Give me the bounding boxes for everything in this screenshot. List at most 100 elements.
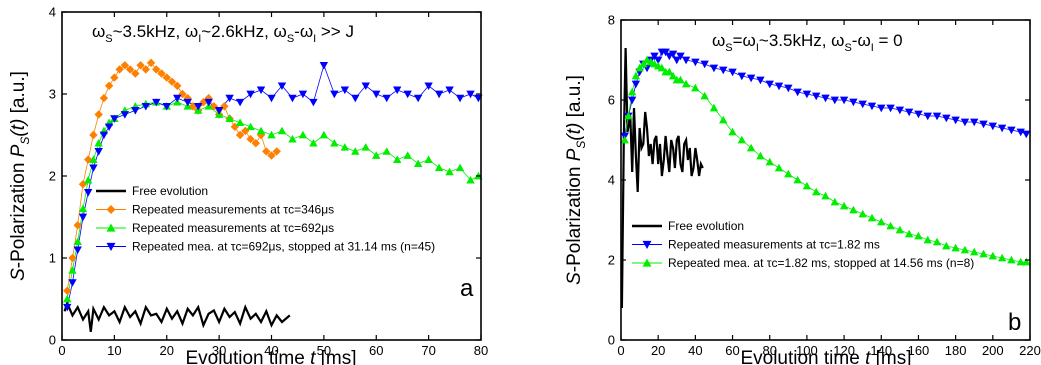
- panel-a-series-2-point: [267, 131, 275, 139]
- panel-a-series-2-point: [435, 164, 443, 172]
- panel-a-series-3-point: [351, 95, 359, 103]
- panel-a-y-tick-label: 1: [49, 251, 56, 266]
- panel-a-axis-ticks: 0 10 20 30 40 50 60 70 8001234: [49, 5, 488, 359]
- panel-b-series-2-point: [849, 206, 857, 214]
- panel-a-series-2-point: [330, 139, 338, 147]
- panel-b-series-2-point: [831, 198, 839, 206]
- panel-b-series-2-point: [821, 192, 829, 200]
- panel-a-series-3-point: [372, 91, 380, 99]
- panel-a-series-1-point: [89, 131, 97, 139]
- panel-a-series-2-point: [362, 143, 370, 151]
- panel-a-y-axis-title: S-Polarization PS(t) [a.u.]: [8, 71, 32, 281]
- panel-a-legend-label: Repeated mea. at τc=692μs, stopped at 31…: [132, 240, 435, 254]
- panel-a-series-2-point: [456, 164, 464, 172]
- panel-b-x-tick-label: 60: [725, 343, 739, 358]
- panel-a-y-tick-label: 2: [49, 169, 56, 184]
- panel-b-y-tick-label: 4: [608, 173, 615, 188]
- panel-a-series-2-point: [299, 131, 307, 139]
- panel-a-y-tick-label: 3: [49, 87, 56, 102]
- panel-b-x-tick-label: 40: [688, 343, 702, 358]
- panel-b-series-2-point: [784, 170, 792, 178]
- panel-a-series-2-point: [403, 151, 411, 159]
- panel-b-series-2-point: [896, 226, 904, 234]
- panel-a-series-1-point: [94, 110, 102, 118]
- panel-a-series-3-point: [131, 107, 139, 115]
- panel-a-series-3-point: [456, 95, 464, 103]
- panel-a-series-2-point: [63, 295, 71, 303]
- panel-a-series-3-point: [257, 87, 265, 95]
- panel-a-annotation: ωS~3.5kHz, ωI~2.6kHz, ωS-ωI >> J: [92, 22, 354, 45]
- panel-a-legend: Free evolution Repeated measurements at τ…: [96, 184, 435, 254]
- panel-a-series-2-line: [67, 102, 478, 299]
- panel-a-series-1-point: [105, 82, 113, 90]
- panel-a: 0 10 20 30 40 50 60 70 8001234 Free evolutionRep…: [8, 5, 488, 365]
- panel-b-series-1-point: [961, 119, 969, 127]
- panel-b-series-2-point: [840, 202, 848, 210]
- panel-a-series-3-point: [309, 99, 317, 107]
- panel-a-legend-swatch-marker: [107, 205, 116, 214]
- panel-b-series-2-point: [924, 236, 932, 244]
- panel-a-series-3-point: [288, 95, 296, 103]
- panel-a-series-3-line: [67, 65, 478, 307]
- panel-b-y-tick-label: 2: [608, 253, 615, 268]
- panel-b-x-tick-label: 180: [945, 343, 967, 358]
- panel-a-series-3-point: [299, 91, 307, 99]
- panel-a-series-3-point: [445, 87, 453, 95]
- panel-a-data-marks: [63, 59, 483, 332]
- panel-b-plot-frame: [621, 20, 1030, 340]
- panel-a-series-3-point: [267, 95, 275, 103]
- panel-a-series-2-point: [351, 147, 359, 155]
- panel-a-series-1-line: [67, 63, 277, 291]
- panel-a-series-3-point: [383, 95, 391, 103]
- panel-b-legend-label: Free evolution: [668, 219, 744, 233]
- panel-b-series-2-point: [775, 164, 783, 172]
- panel-a-x-tick-label: 0: [58, 343, 65, 358]
- panel-b-series-2-point: [905, 230, 913, 238]
- panel-a-series-2-point: [383, 147, 391, 155]
- panel-b-x-axis-title: Evolution time t [ms]: [740, 348, 911, 365]
- panel-a-series-3-point: [435, 91, 443, 99]
- panel-a-x-axis-title: Evolution time t [ms]: [185, 348, 356, 365]
- panel-b-legend: Free evolutionRepeated measurements at τ…: [632, 219, 974, 270]
- panel-b-series-1-point: [924, 113, 932, 121]
- panel-b-series-2-point: [766, 158, 774, 166]
- panel-b-series-2-point: [812, 188, 820, 196]
- panel-b-series-2-point: [858, 210, 866, 218]
- panel-b-series-2-point: [942, 242, 950, 250]
- panel-a-series-3-point: [79, 214, 87, 222]
- panel-a-legend-label: Free evolution: [132, 184, 208, 198]
- panel-a-series-3-point: [320, 62, 328, 70]
- panel-a-series-2-point: [372, 151, 380, 159]
- panel-b-x-tick-label: 200: [982, 343, 1004, 358]
- panel-a-series-2-point: [445, 168, 453, 176]
- panel-a-x-tick-label: 60: [369, 343, 383, 358]
- panel-a-legend-label: Repeated measurements at τc=692μs: [132, 221, 334, 235]
- panel-a-y-tick-label: 4: [49, 5, 56, 20]
- panel-a-series-2-point: [278, 127, 286, 135]
- panel-b: 0 20 40 60 80 100 120 140 160 180 200 22002468 Free…: [564, 13, 1041, 365]
- panel-a-series-3-point: [330, 91, 338, 99]
- panel-a-series-2-point: [288, 135, 296, 143]
- panel-b-x-tick-label: 0: [617, 343, 624, 358]
- panel-a-series-3-point: [236, 99, 244, 107]
- panel-a-series-1-point: [110, 73, 118, 81]
- panel-b-series-2-point: [803, 182, 811, 190]
- panel-b-series-1-point: [628, 97, 636, 105]
- panel-a-series-2-point: [236, 119, 244, 127]
- panel-a-series-1-point: [147, 59, 155, 67]
- panel-b-series-2-point: [719, 116, 727, 124]
- panel-b-series-2-point: [793, 176, 801, 184]
- panel-b-series-2-point: [886, 222, 894, 230]
- panel-b-y-axis-title: S-Polarization PS(t) [a.u.]: [564, 75, 588, 285]
- panel-b-series-2-point: [710, 104, 718, 112]
- panel-a-series-2-point: [246, 123, 254, 131]
- panel-b-series-1-point: [877, 105, 885, 113]
- panel-a-series-2-point: [341, 143, 349, 151]
- panel-b-annotation: ωS=ωI~3.5kHz, ωS-ωI = 0: [712, 31, 903, 54]
- panel-a-y-tick-label: 0: [49, 333, 56, 348]
- panel-b-series-1-point: [831, 97, 839, 105]
- panel-a-x-tick-label: 80: [474, 343, 488, 358]
- panel-a-letter: a: [460, 275, 474, 302]
- panel-b-series-2-point: [728, 128, 736, 136]
- panel-a-legend-label: Repeated measurements at τc=346μs: [132, 203, 334, 217]
